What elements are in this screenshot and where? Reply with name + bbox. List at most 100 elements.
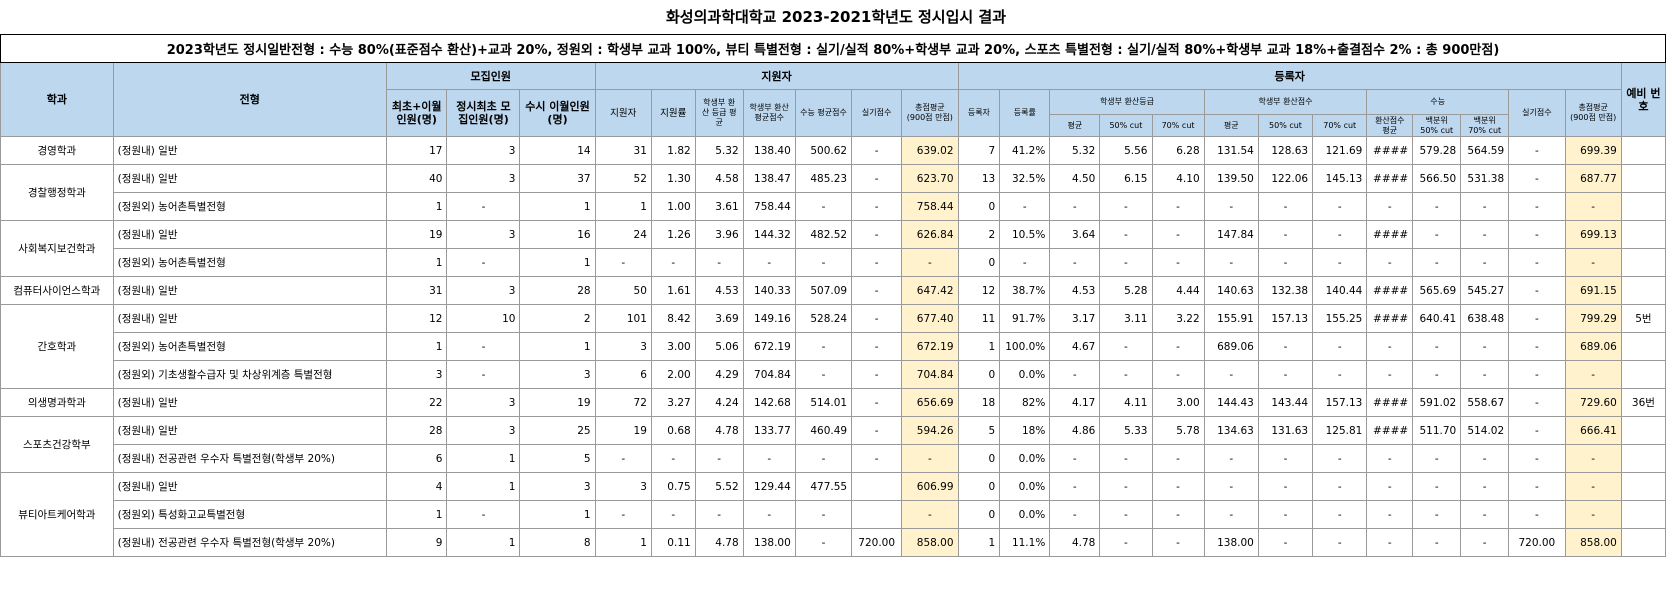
cell: 155.25 <box>1312 304 1368 333</box>
cell: 8.42 <box>650 304 696 333</box>
cell: 24 <box>594 220 652 249</box>
cell: #### <box>1366 136 1414 165</box>
row-type: (정원내) 일반 <box>112 276 387 305</box>
cell: 4.10 <box>1151 164 1205 193</box>
cell: 647.42 <box>901 276 959 305</box>
cell: 1 <box>446 472 521 501</box>
cell: 18 <box>957 388 1001 417</box>
cell: 121.69 <box>1312 136 1368 165</box>
cell: - <box>1203 444 1259 473</box>
cell: 31 <box>594 136 652 165</box>
cell: - <box>1312 472 1368 501</box>
cell: - <box>794 248 853 277</box>
cell: - <box>1460 528 1510 557</box>
cell: 594.26 <box>901 416 959 445</box>
row-dept: 뷰티아트케어학과 <box>0 472 114 557</box>
sub-suneung-70: 백분위 70% cut <box>1460 114 1510 137</box>
cell: - <box>1099 220 1153 249</box>
cell: 16 <box>519 220 596 249</box>
table-body: 경영학과 (정원내) 일반 17 3 14 31 1.82 5.32 138.40 500.62-… <box>0 136 1667 557</box>
cell: 28 <box>519 276 596 305</box>
cell: 4.78 <box>1049 528 1101 557</box>
cell: 1 <box>385 248 448 277</box>
cell: - <box>1312 220 1368 249</box>
cell: 1 <box>519 332 596 361</box>
cell: 3 <box>446 164 521 193</box>
cell: - <box>1203 360 1259 389</box>
cell: - <box>851 136 903 165</box>
cell: - <box>1366 444 1414 473</box>
cell: 0 <box>957 444 1001 473</box>
col-recruit-total: 최초+이월 인원(명) <box>385 89 448 137</box>
cell: 0.0% <box>999 500 1051 529</box>
cell: 41.2% <box>999 136 1051 165</box>
cell: - <box>1151 500 1205 529</box>
table-row: 의생명과학과 (정원내) 일반 22 3 19 72 3.27 4.24 142.68 514.0… <box>0 388 1667 417</box>
cell: 4.24 <box>694 388 744 417</box>
cell <box>1620 416 1667 445</box>
group-registered: 등록자 <box>957 62 1622 90</box>
sub-score-50: 50% cut <box>1257 114 1314 137</box>
cell: 3.17 <box>1049 304 1101 333</box>
cell: - <box>1412 528 1462 557</box>
cell <box>1620 192 1667 221</box>
cell: 14 <box>519 136 596 165</box>
cell: 2.00 <box>650 360 696 389</box>
cell: 3.69 <box>694 304 744 333</box>
row-dept: 간호학과 <box>0 304 114 389</box>
cell: - <box>1412 472 1462 501</box>
cell: - <box>1049 472 1101 501</box>
cell: 5번 <box>1620 304 1667 333</box>
cell: - <box>1508 500 1566 529</box>
cell: 720.00 <box>851 528 903 557</box>
cell <box>851 500 903 529</box>
cell <box>1620 360 1667 389</box>
cell: 155.91 <box>1203 304 1259 333</box>
cell <box>1620 332 1667 361</box>
cell: - <box>1151 192 1205 221</box>
cell: - <box>1366 472 1414 501</box>
cell: 4.58 <box>694 164 744 193</box>
sub-score-70: 70% cut <box>1312 114 1368 137</box>
cell: - <box>594 248 652 277</box>
cell: 758.44 <box>901 192 959 221</box>
cell <box>1620 136 1667 165</box>
cell: #### <box>1366 164 1414 193</box>
cell: - <box>1508 332 1566 361</box>
cell: - <box>1151 220 1205 249</box>
cell: - <box>1412 248 1462 277</box>
cell: 666.41 <box>1564 416 1622 445</box>
cell: 1.30 <box>650 164 696 193</box>
cell: - <box>742 248 796 277</box>
row-dept: 경영학과 <box>0 136 114 165</box>
cell: - <box>1460 332 1510 361</box>
cell: 514.02 <box>1460 416 1510 445</box>
row-dept: 의생명과학과 <box>0 388 114 417</box>
cell: 729.60 <box>1564 388 1622 417</box>
cell: 507.09 <box>794 276 853 305</box>
cell: - <box>794 360 853 389</box>
cell: 11 <box>957 304 1001 333</box>
cell: 12 <box>385 304 448 333</box>
cell: - <box>1203 248 1259 277</box>
cell: - <box>1049 444 1101 473</box>
cell: 3 <box>594 332 652 361</box>
cell: - <box>1508 248 1566 277</box>
cell: 143.44 <box>1257 388 1314 417</box>
row-type: (정원내) 일반 <box>112 136 387 165</box>
cell: - <box>446 192 521 221</box>
cell: 32.5% <box>999 164 1051 193</box>
cell: - <box>1099 332 1153 361</box>
cell: 10 <box>446 304 521 333</box>
cell: - <box>1257 444 1314 473</box>
cell: 3.00 <box>1151 388 1205 417</box>
table-row: 경영학과 (정원내) 일반 17 3 14 31 1.82 5.32 138.40 500.62-… <box>0 136 1667 165</box>
cell: 0.68 <box>650 416 696 445</box>
cell: 149.16 <box>742 304 796 333</box>
row-type: (정원내) 일반 <box>112 220 387 249</box>
row-type: (정원외) 농어촌특별전형 <box>112 248 387 277</box>
cell: 3.00 <box>650 332 696 361</box>
cell: 36번 <box>1620 388 1667 417</box>
cell <box>1620 528 1667 557</box>
cell: 8 <box>519 528 596 557</box>
